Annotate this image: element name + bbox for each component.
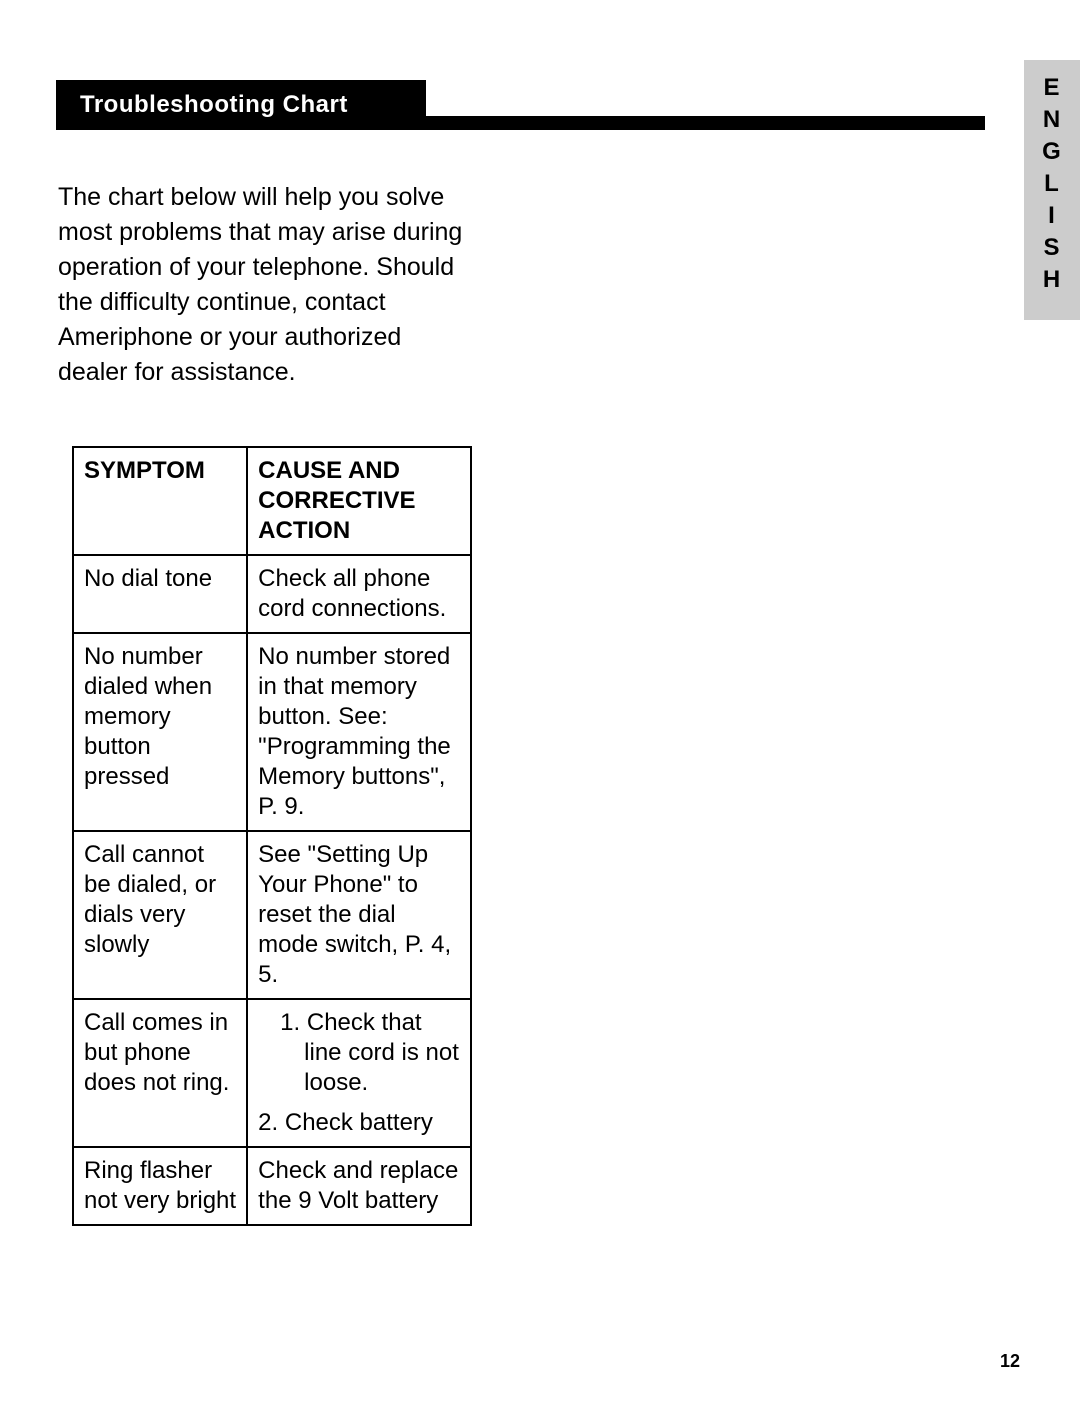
intro-paragraph: The chart below will help you solve most… <box>58 180 473 390</box>
column-header-action: CAUSE AND CORRECTIVE ACTION <box>247 447 471 555</box>
side-letter: N <box>1043 104 1061 136</box>
symptom-cell: Call comes in but phone does not ring. <box>73 999 247 1147</box>
table-row: Call comes in but phone does not ring. 1… <box>73 999 471 1147</box>
language-tab: E N G L I S H <box>1024 60 1080 320</box>
table-row: Ring flasher not very bright Check and r… <box>73 1147 471 1225</box>
table-row: Call cannot be dialed, or dials very slo… <box>73 831 471 999</box>
troubleshooting-table-wrapper: SYMPTOM CAUSE AND CORRECTIVE ACTION No d… <box>72 446 472 1226</box>
table-header-row: SYMPTOM CAUSE AND CORRECTIVE ACTION <box>73 447 471 555</box>
action-list-item: 1. Check that line cord is not loose. <box>258 1008 460 1098</box>
table-row: No number dialed when memory button pres… <box>73 633 471 831</box>
action-cell: No number stored in that memory button. … <box>247 633 471 831</box>
troubleshooting-table: SYMPTOM CAUSE AND CORRECTIVE ACTION No d… <box>72 446 472 1226</box>
symptom-cell: No dial tone <box>73 555 247 633</box>
side-letter: I <box>1048 200 1056 232</box>
spacer <box>258 1098 460 1108</box>
page-number: 12 <box>1000 1351 1020 1372</box>
header-title: Troubleshooting Chart <box>80 91 348 119</box>
side-letter: G <box>1042 136 1062 168</box>
symptom-cell: No number dialed when memory button pres… <box>73 633 247 831</box>
table-row: No dial tone Check all phone cord connec… <box>73 555 471 633</box>
action-list-item: 2. Check battery <box>258 1108 460 1138</box>
action-cell: Check all phone cord connections. <box>247 555 471 633</box>
header-title-box: Troubleshooting Chart <box>56 80 426 130</box>
action-cell: 1. Check that line cord is not loose. 2.… <box>247 999 471 1147</box>
action-cell: Check and replace the 9 Volt battery <box>247 1147 471 1225</box>
side-letter: E <box>1043 72 1060 104</box>
side-letter: S <box>1043 232 1060 264</box>
side-letter: L <box>1044 168 1060 200</box>
side-letter: H <box>1043 264 1061 296</box>
column-header-symptom: SYMPTOM <box>73 447 247 555</box>
action-cell: See "Setting Up Your Phone" to reset the… <box>247 831 471 999</box>
symptom-cell: Ring flasher not very bright <box>73 1147 247 1225</box>
symptom-cell: Call cannot be dialed, or dials very slo… <box>73 831 247 999</box>
